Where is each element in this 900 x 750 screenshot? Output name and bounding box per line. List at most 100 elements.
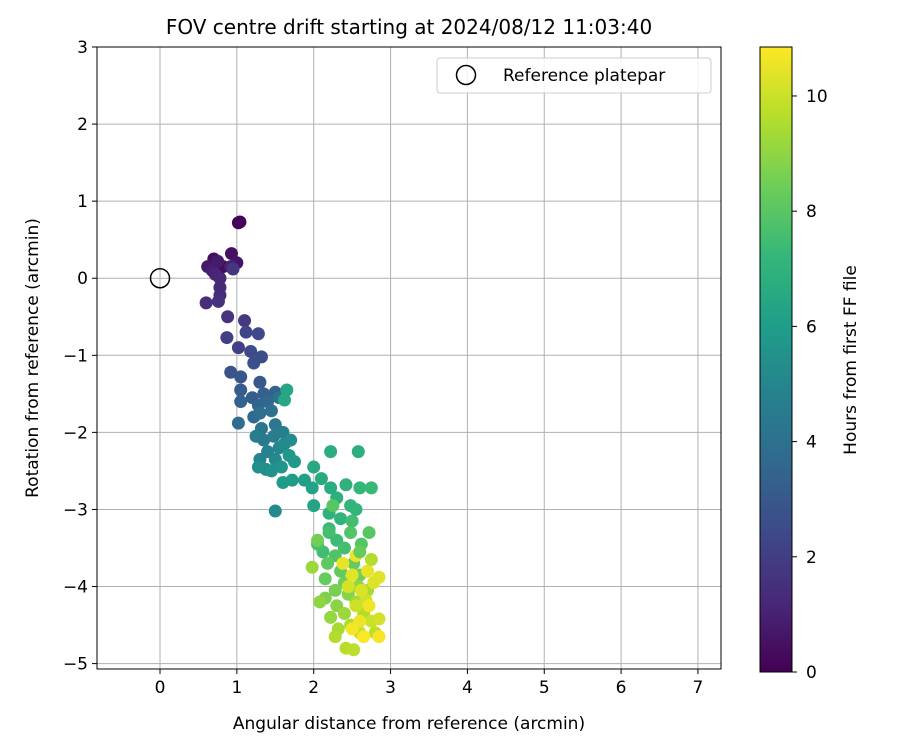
data-point <box>268 504 282 518</box>
x-tick-label: 2 <box>308 678 319 698</box>
data-point <box>239 325 253 339</box>
data-point <box>372 612 386 626</box>
colorbar-tick-label: 6 <box>806 317 817 337</box>
data-point <box>364 481 378 495</box>
legend: Reference platepar <box>436 57 712 94</box>
data-point <box>278 393 292 407</box>
data-point <box>357 630 371 644</box>
colorbar-gradient <box>759 46 793 673</box>
data-point <box>234 383 248 397</box>
data-point <box>372 630 386 644</box>
x-tick-label: 4 <box>462 678 473 698</box>
x-tick-label: 0 <box>155 678 166 698</box>
data-point <box>354 583 368 597</box>
data-point <box>344 526 358 540</box>
y-tick-label: −2 <box>63 423 88 443</box>
data-point <box>231 341 245 355</box>
data-point <box>233 215 247 229</box>
data-point <box>326 499 340 513</box>
data-point <box>324 610 338 624</box>
data-point <box>307 460 321 474</box>
data-point <box>372 570 386 584</box>
data-point <box>211 294 225 308</box>
colorbar-tick-label: 2 <box>806 548 817 568</box>
y-tick-label: 0 <box>77 269 88 289</box>
legend-box <box>436 57 712 94</box>
y-tick-label: −4 <box>63 578 88 598</box>
data-point <box>247 356 261 370</box>
data-point <box>349 599 363 613</box>
data-point <box>361 564 375 578</box>
reference-platepar-point <box>149 267 171 289</box>
data-point <box>221 310 235 324</box>
data-point <box>226 262 240 276</box>
data-point <box>345 568 359 582</box>
x-tick-label: 1 <box>231 678 242 698</box>
data-point <box>341 580 355 594</box>
y-tick-label: 3 <box>77 38 88 58</box>
colorbar: 0 2 4 6 8 10 Hours from first FF file <box>759 46 861 683</box>
colorbar-tick-label: 4 <box>806 433 817 453</box>
x-tick-label: 3 <box>385 678 396 698</box>
colorbar-tick-label: 8 <box>806 202 817 222</box>
y-axis-ticks: −5 −4 −3 −2 −1 0 1 2 3 <box>63 38 97 675</box>
data-point <box>344 499 358 513</box>
data-point <box>251 460 265 474</box>
data-point <box>351 445 365 459</box>
reference-marker <box>149 267 171 289</box>
data-point <box>305 481 319 495</box>
data-point <box>224 365 238 379</box>
y-axis-label: Rotation from reference (arcmin) <box>23 218 43 498</box>
colorbar-tick-label: 10 <box>806 87 828 107</box>
data-point <box>353 481 367 495</box>
data-point <box>321 556 335 570</box>
data-point <box>264 404 278 418</box>
data-point <box>364 553 378 567</box>
x-axis-label: Angular distance from reference (arcmin) <box>233 714 585 734</box>
data-point <box>253 406 267 420</box>
data-point <box>318 572 332 586</box>
data-point <box>287 455 301 469</box>
data-point <box>345 622 359 636</box>
data-point <box>238 314 252 328</box>
data-point <box>280 383 294 397</box>
data-point <box>220 331 234 345</box>
y-tick-label: −1 <box>63 346 88 366</box>
data-point <box>274 460 288 474</box>
colorbar-tick-label: 0 <box>806 663 817 683</box>
data-point <box>336 556 350 570</box>
data-point <box>347 643 361 657</box>
legend-marker-icon <box>455 64 477 86</box>
x-tick-label: 6 <box>616 678 627 698</box>
data-points <box>199 215 386 657</box>
x-tick-label: 7 <box>693 678 704 698</box>
data-point <box>234 395 248 409</box>
x-axis-ticks: 0 1 2 3 4 5 6 7 <box>155 669 704 698</box>
data-point <box>328 630 342 644</box>
data-point <box>337 607 351 621</box>
data-point <box>253 375 267 389</box>
data-point <box>264 464 278 478</box>
colorbar-ticks: 0 2 4 6 8 10 <box>792 87 828 683</box>
y-tick-label: 2 <box>77 115 88 135</box>
data-point <box>339 478 353 492</box>
chart-title: FOV centre drift starting at 2024/08/12 … <box>166 15 652 39</box>
data-point <box>334 512 348 526</box>
colorbar-label: Hours from first FF file <box>841 265 861 455</box>
data-point <box>251 327 265 341</box>
data-point <box>284 433 298 447</box>
plot-frame <box>96 46 722 670</box>
data-point <box>324 445 338 459</box>
data-point <box>362 599 376 613</box>
data-point <box>324 481 338 495</box>
grid <box>97 46 721 669</box>
data-point <box>337 541 351 555</box>
data-point <box>249 429 263 443</box>
data-point <box>322 526 336 540</box>
data-point <box>305 560 319 574</box>
x-tick-label: 5 <box>539 678 550 698</box>
data-point <box>285 473 299 487</box>
y-tick-label: 1 <box>77 192 88 212</box>
data-point <box>328 583 342 597</box>
